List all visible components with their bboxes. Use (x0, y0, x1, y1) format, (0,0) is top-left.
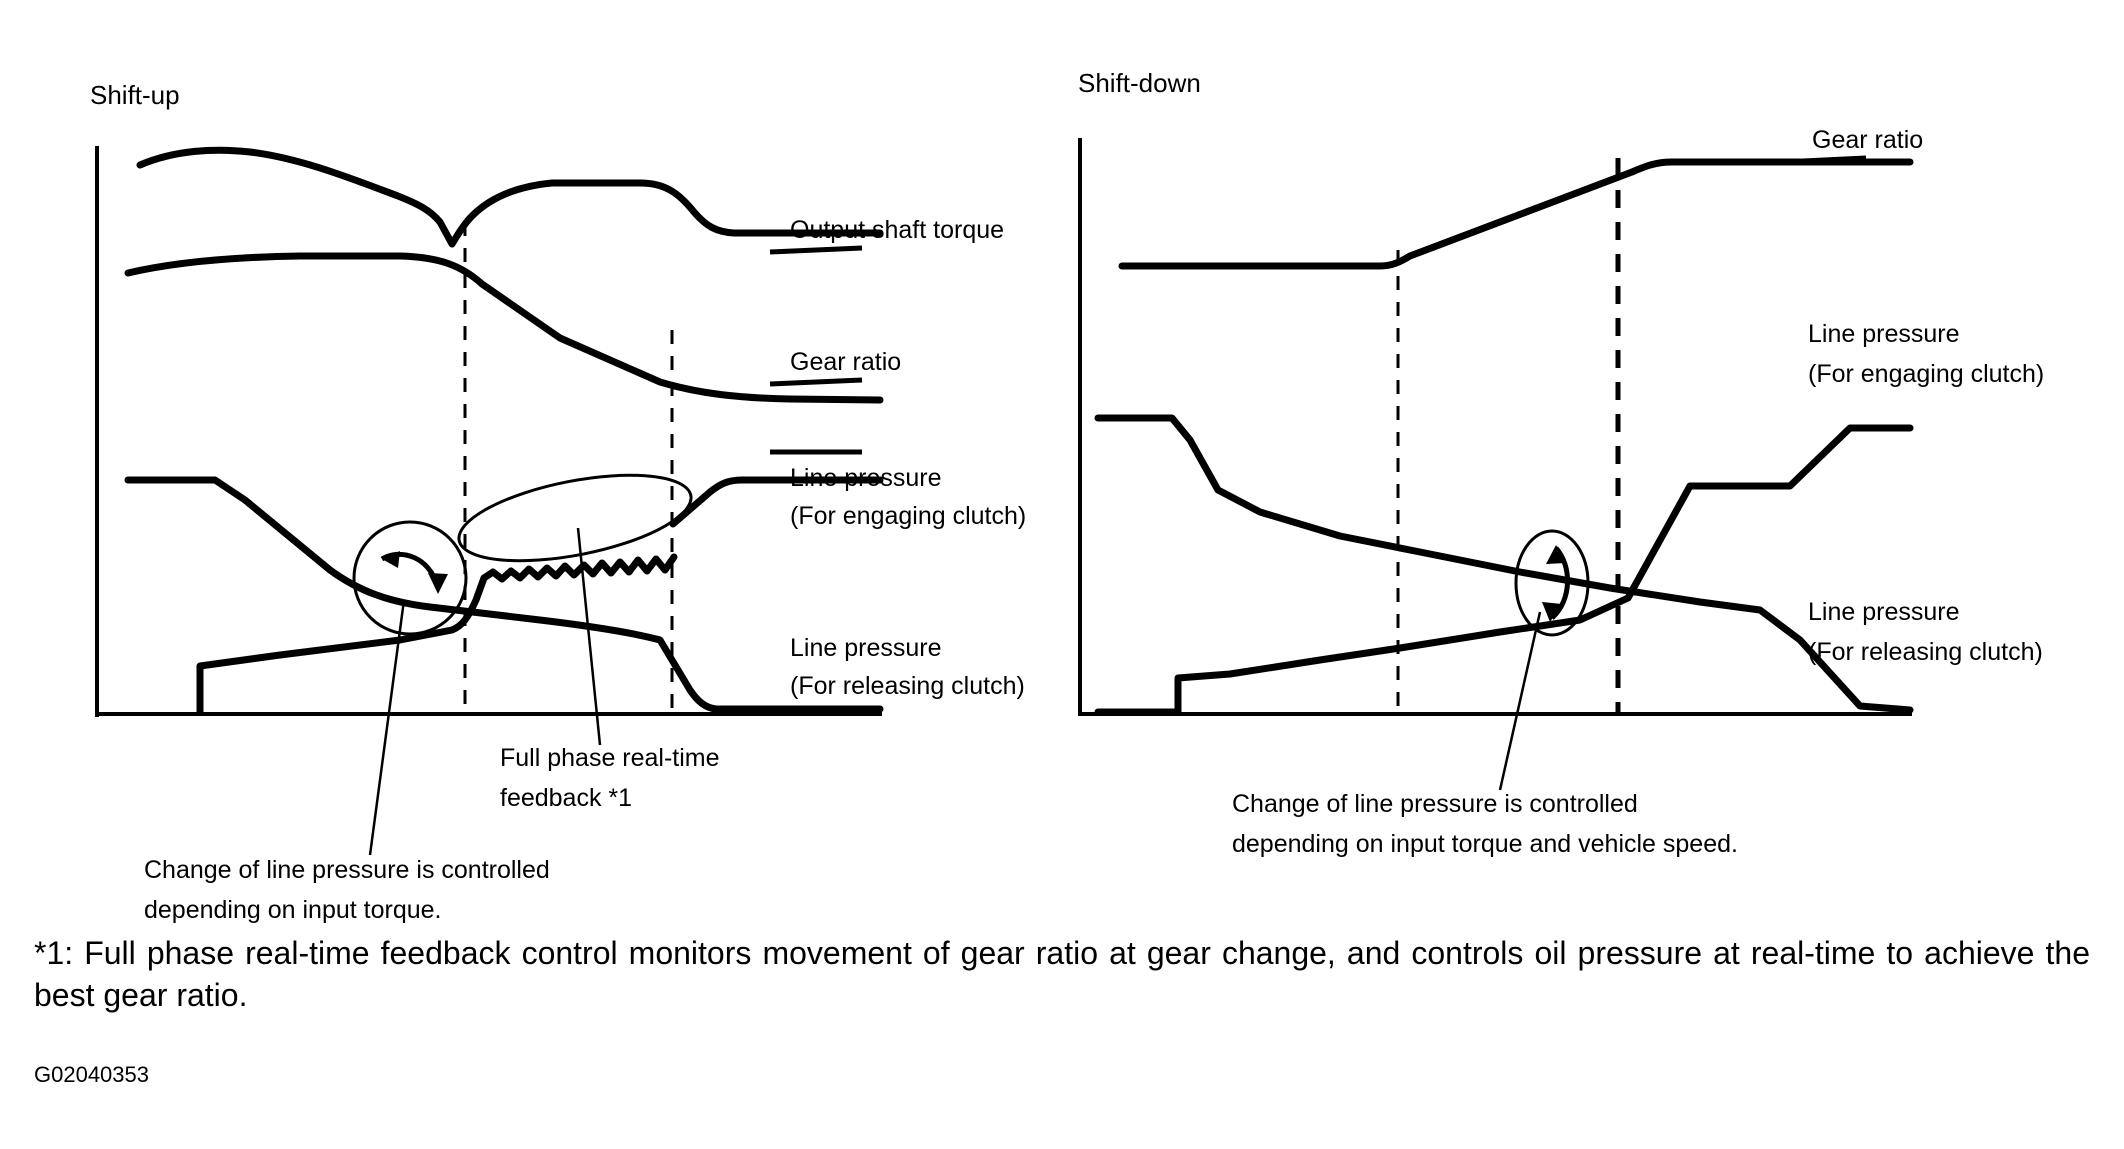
leader-line-pressure-note-right (1498, 611, 1542, 791)
series-line-pressure-engaging-left (196, 574, 488, 716)
annotation-feedback-note-line1: Full phase real-time (500, 744, 720, 772)
annotation-line-pressure-note-left-line2: depending on input torque. (144, 896, 441, 924)
series-label-line-pressure-engaging-right-line2: (For engaging clutch) (1808, 360, 2044, 388)
series-label-line-pressure-engaging-left-line1: Line pressure (790, 464, 941, 492)
chart-title-shift-up: Shift-up (90, 80, 180, 110)
series-label-gear-ratio-left: Gear ratio (790, 348, 901, 376)
annotation-line-pressure-note-right-line1: Change of line pressure is controlled (1232, 790, 1638, 818)
crossover-arrowhead-down-left (428, 573, 448, 594)
series-line-pressure-releasing-right (1094, 414, 1914, 714)
chart-shift-down: Shift-down Gear ratio Line pressure (For… (1078, 68, 2044, 858)
chart-title-shift-down: Shift-down (1078, 68, 1201, 98)
series-line-pressure-engaging-tail-left (669, 476, 884, 528)
series-label-line-pressure-releasing-left-line1: Line pressure (790, 634, 941, 662)
legend-rule-output-shaft-torque (769, 245, 863, 255)
series-line-pressure-engaging-right (1094, 424, 1914, 716)
chart-shift-up: Shift-up Output shaft torque Gear ratio (90, 80, 1026, 924)
footnote-text: *1: Full phase real-time feedback contro… (34, 935, 2090, 1014)
series-label-line-pressure-releasing-right-line1: Line pressure (1808, 598, 1959, 626)
series-output-shaft-torque-left (136, 146, 884, 248)
series-gear-ratio-left (124, 252, 884, 404)
series-label-output-shaft-torque: Output shaft torque (790, 216, 1004, 244)
leader-feedback-note-left (576, 527, 602, 746)
series-gear-ratio-right (1118, 158, 1914, 270)
feedback-ellipse-highlight (457, 473, 693, 563)
pressure-crossover-circle-left (352, 520, 468, 636)
crossover-arrowhead-up-left (382, 551, 400, 568)
legend-rule-gear-ratio-right (1781, 155, 1867, 165)
crossover-arrowhead-down-right (1542, 602, 1562, 622)
leader-line-pressure-note-left (368, 599, 406, 856)
series-line-pressure-releasing-left (124, 476, 884, 713)
series-label-line-pressure-engaging-right-line1: Line pressure (1808, 320, 1959, 348)
series-label-line-pressure-releasing-left-line2: (For releasing clutch) (790, 672, 1025, 700)
series-line-pressure-engaging-ripple-left (480, 553, 678, 583)
series-label-line-pressure-engaging-left-line2: (For engaging clutch) (790, 502, 1026, 530)
image-code-label: G02040353 (34, 1062, 149, 1087)
annotation-line-pressure-note-left-line1: Change of line pressure is controlled (144, 856, 550, 884)
series-label-line-pressure-releasing-right-line2: (For releasing clutch) (1808, 638, 2043, 666)
annotation-feedback-note-line2: feedback *1 (500, 784, 632, 812)
legend-rule-gear-ratio-left (769, 377, 863, 387)
crossover-arrowhead-up-right (1546, 545, 1566, 564)
series-label-gear-ratio-right: Gear ratio (1812, 126, 1923, 154)
pressure-crossover-circle-right (1514, 529, 1590, 637)
annotation-line-pressure-note-right-line2: depending on input torque and vehicle sp… (1232, 830, 1738, 858)
